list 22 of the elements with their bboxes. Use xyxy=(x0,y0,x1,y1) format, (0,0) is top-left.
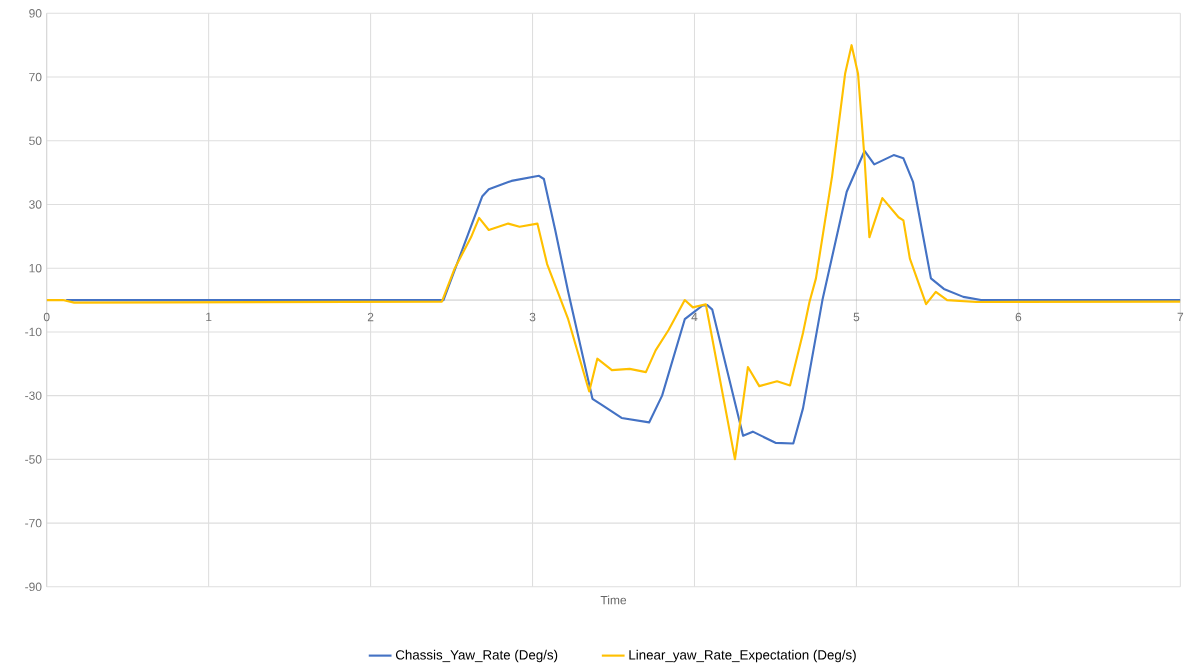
y-tick-label: -70 xyxy=(25,518,42,528)
x-tick-label: 7 xyxy=(1177,312,1184,322)
y-tick-label: 10 xyxy=(29,264,42,273)
x-tick-label: 4 xyxy=(691,312,698,322)
line-series xyxy=(65,149,1181,445)
x-tick-label: 6 xyxy=(1015,312,1022,322)
y-tick-label: -10 xyxy=(25,327,42,337)
y-tick-label: 50 xyxy=(29,136,42,146)
x-tick-label: 2 xyxy=(367,312,374,322)
legend-label: Chassis_Yaw_Rate (Deg/s) xyxy=(395,649,558,663)
y-tick-label: 30 xyxy=(29,200,42,209)
y-tick-label: -50 xyxy=(25,455,42,464)
x-tick-label: 5 xyxy=(853,312,860,322)
y-tick-label: 70 xyxy=(29,72,42,82)
x-tick-label: 0 xyxy=(43,312,50,322)
x-tick-label: 1 xyxy=(206,312,212,322)
y-tick-label: -90 xyxy=(25,582,42,592)
y-tick-label: -30 xyxy=(25,391,42,400)
legend-label: Linear_yaw_Rate_Expectation (Deg/s) xyxy=(629,649,856,663)
y-tick-label: 90 xyxy=(29,9,42,18)
x-axis-title: Time xyxy=(600,595,627,605)
x-tick-label: 3 xyxy=(529,312,536,322)
